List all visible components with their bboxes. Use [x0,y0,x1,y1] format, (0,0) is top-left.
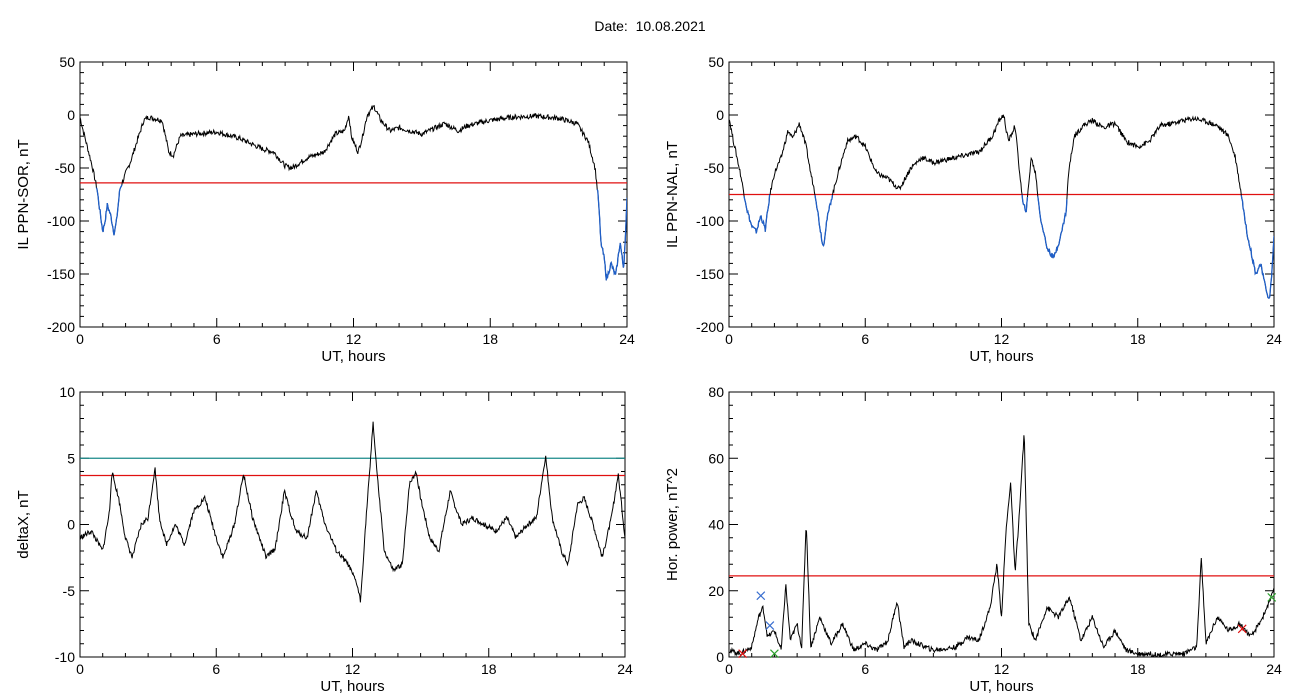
below-threshold-segment [1021,194,1029,213]
data-marker [756,591,766,601]
data-marker [1267,592,1277,602]
y-tick-label: 0 [716,107,724,123]
data-series-line [80,104,627,281]
x-tick-label: 12 [345,661,361,677]
x-tick-label: 24 [1266,331,1282,347]
y-tick-label: 50 [708,54,724,70]
data-marker [1237,624,1247,634]
y-tick-label: 5 [67,450,75,466]
x-tick-label: 0 [76,661,84,677]
y-tick-label: 10 [59,384,75,400]
data-series-line [729,435,1274,657]
data-series-line [729,114,1274,299]
y-tick-label: 0 [716,649,724,665]
x-axis-label: UT, hours [321,348,385,365]
data-marker [738,649,748,659]
page-title: Date: 10.08.2021 [0,18,1300,34]
below-threshold-segment [95,184,123,236]
x-tick-label: 0 [725,661,733,677]
y-tick-label: -150 [696,266,724,282]
y-tick-label: -200 [47,319,75,335]
data-marker [765,621,775,630]
x-tick-label: 24 [619,331,635,347]
y-tick-label: -50 [55,160,75,176]
plot-frame [79,61,628,328]
y-tick-label: 20 [708,583,724,599]
y-tick-label: -200 [696,319,724,335]
y-tick-label: -50 [704,160,724,176]
x-tick-label: 12 [994,331,1010,347]
y-tick-label: -5 [63,583,76,599]
x-axis-label: UT, hours [969,678,1033,695]
x-tick-label: 18 [1130,661,1146,677]
y-axis-label: IL PPN-SOR, nT [15,139,32,249]
chart-panel-hor-power: 0 6 12 18 24 80 60 40 20 0 UT, hours Hor. power, nT… [664,384,1282,695]
date-value: 10.08.2021 [635,18,706,34]
y-tick-label: 0 [67,107,75,123]
y-axis-label: deltaX, nT [15,490,32,558]
x-tick-label: 6 [213,331,221,347]
x-axis-label: UT, hours [969,348,1033,365]
y-tick-label: 0 [67,517,75,533]
x-tick-label: 6 [212,661,220,677]
x-tick-label: 12 [346,331,362,347]
y-axis-label: Hor. power, nT^2 [664,468,681,581]
y-tick-label: -100 [47,213,75,229]
y-axis-label: IL PPN-NAL, nT [664,141,681,248]
x-tick-label: 24 [617,661,633,677]
y-tick-label: 80 [708,384,724,400]
date-label: Date: [594,18,628,34]
x-tick-label: 6 [861,331,869,347]
y-tick-label: -100 [696,213,724,229]
y-tick-label: -10 [55,649,75,665]
x-axis-label: UT, hours [320,678,384,695]
plot-frame [79,391,626,658]
x-tick-label: 18 [1130,331,1146,347]
chart-panel-ppn-sor: 0 6 12 18 24 50 0 -50 -100 -150 -200 UT, hours IL PP… [15,54,635,365]
y-tick-label: 60 [708,450,724,466]
x-tick-label: 6 [861,661,869,677]
x-tick-label: 12 [994,661,1010,677]
y-tick-label: 50 [59,54,75,70]
below-threshold-segment [743,194,771,234]
data-marker [769,649,779,659]
below-threshold-segment [814,195,834,247]
data-series-line [80,421,625,603]
below-threshold-segment [1037,196,1068,259]
x-tick-label: 24 [1266,661,1282,677]
y-tick-label: 40 [708,517,724,533]
below-threshold-segment [596,189,627,281]
y-tick-label: -150 [47,266,75,282]
plot-frame [728,391,1275,658]
x-tick-label: 18 [482,331,498,347]
x-tick-label: 0 [725,331,733,347]
x-tick-label: 18 [481,661,497,677]
chart-panel-deltax: 0 6 12 18 24 10 5 0 -5 -10 UT, hours deltaX, nT [15,384,633,695]
chart-panel-ppn-nal: 0 6 12 18 24 50 0 -50 -100 -150 -200 UT, hours IL PP… [664,54,1282,365]
x-tick-label: 0 [76,331,84,347]
below-threshold-segment [1240,195,1274,299]
